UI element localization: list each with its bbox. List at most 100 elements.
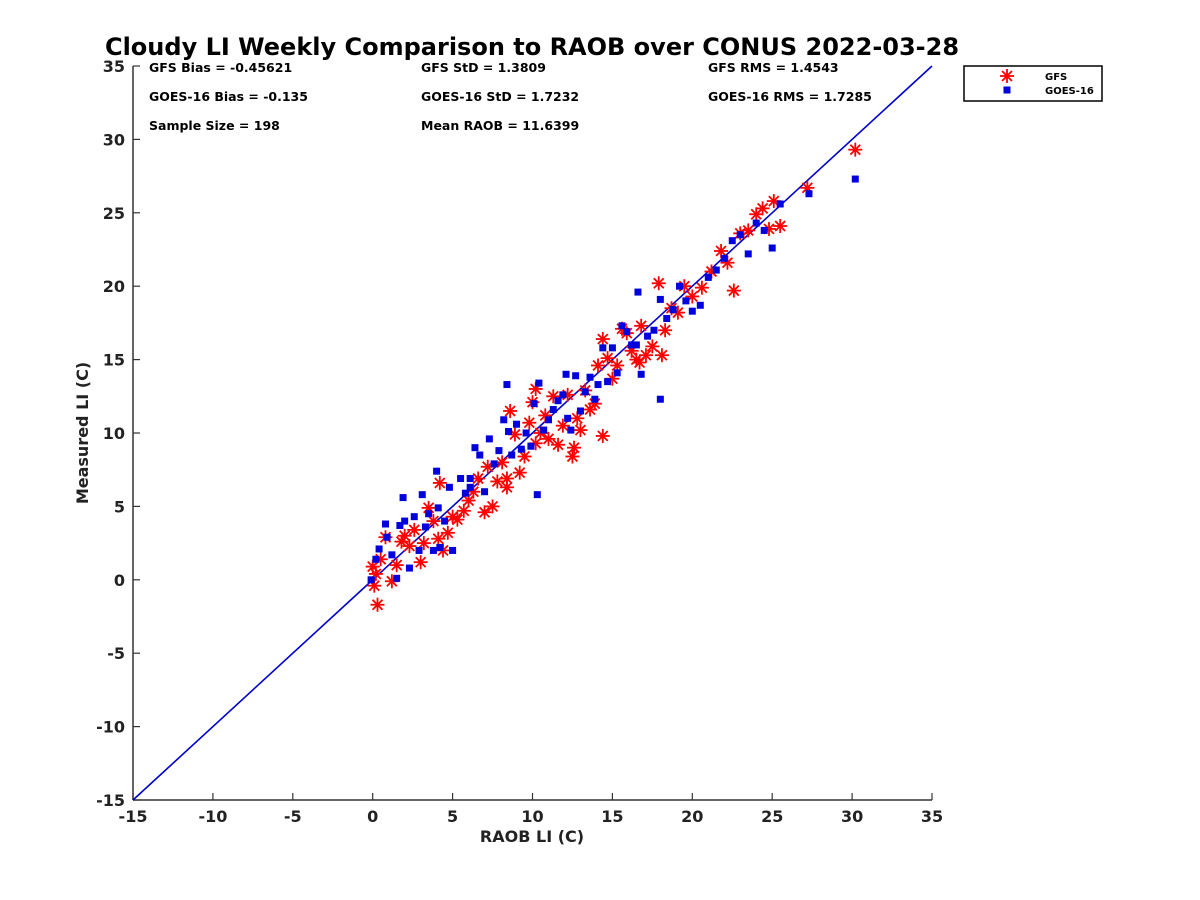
- stat-label: GOES-16 StD = 1.7232: [421, 89, 579, 104]
- x-tick-label: 0: [367, 807, 378, 826]
- goes16-point: [396, 521, 404, 529]
- y-tick-label: 20: [103, 277, 125, 296]
- gfs-point: [499, 471, 514, 486]
- goes16-point: [485, 435, 493, 443]
- y-tick-label: 5: [114, 497, 125, 516]
- gfs-point: [440, 525, 455, 540]
- gfs-point: [431, 531, 446, 546]
- gfs-point: [402, 539, 417, 554]
- gfs-point: [551, 437, 566, 452]
- goes16-point: [613, 369, 621, 377]
- goes16-point: [399, 494, 407, 502]
- gfs-point: [490, 474, 505, 489]
- goes16-point: [564, 414, 572, 422]
- stats-block: GFS Bias = -0.45621 GFS StD = 1.3809 GFS R…: [149, 60, 872, 133]
- gfs-point: [714, 243, 729, 258]
- goes16-point: [776, 200, 784, 208]
- gfs-point: [632, 355, 647, 370]
- goes16-point: [401, 517, 409, 525]
- goes16-point: [527, 442, 535, 450]
- stat-label: Sample Size = 198: [149, 118, 280, 133]
- gfs-point: [755, 201, 770, 216]
- gfs-point: [567, 440, 582, 455]
- y-tick-label: 15: [103, 351, 125, 370]
- gfs-point: [773, 219, 788, 234]
- goes16-point: [461, 489, 469, 497]
- gfs-point: [471, 471, 486, 486]
- goes16-point: [628, 341, 636, 349]
- goes16-point: [441, 517, 449, 525]
- goes16-point: [505, 428, 513, 436]
- goes16-point: [457, 475, 465, 483]
- x-tick-label: 30: [841, 807, 863, 826]
- goes16-point: [481, 488, 489, 496]
- goes16-point: [544, 416, 552, 424]
- chart-title: Cloudy LI Weekly Comparison to RAOB over…: [105, 33, 959, 61]
- gfs-point: [565, 449, 580, 464]
- gfs-point: [413, 555, 428, 570]
- x-tick-label: 10: [521, 807, 543, 826]
- legend: GFS GOES-16: [963, 65, 1103, 102]
- goes16-point: [517, 445, 525, 453]
- gfs-point: [654, 348, 669, 363]
- gfs-point: [591, 358, 606, 373]
- goes16-point: [581, 388, 589, 396]
- goes16-point: [586, 373, 594, 381]
- goes16-point: [599, 344, 607, 352]
- gfs-point: [595, 332, 610, 347]
- stat-label: Mean RAOB = 11.6399: [421, 118, 579, 133]
- y-tick-label: 10: [103, 424, 125, 443]
- goes16-point: [405, 564, 413, 572]
- plot-area: -15 -10 -5 0 5 10 15 20 25 30 35 -15 -10 -5 0 5 10 15 20 2…: [96, 57, 943, 826]
- goes16-point: [533, 491, 541, 499]
- gfs-point: [645, 339, 660, 354]
- x-tick-label: -15: [119, 807, 148, 826]
- goes16-point: [604, 378, 612, 386]
- legend-marker-gfs: [1000, 69, 1014, 83]
- goes16-point: [471, 444, 479, 452]
- y-ticks: -15 -10 -5 0 5 10 15 20 25 30 35: [96, 57, 140, 810]
- y-tick-label: -15: [96, 791, 125, 810]
- goes16-point: [663, 314, 671, 322]
- series-layer: [365, 142, 863, 612]
- gfs-point: [546, 389, 561, 404]
- gfs-point: [694, 280, 709, 295]
- goes16-point: [540, 426, 548, 434]
- goes16-point: [436, 544, 444, 552]
- gfs-point: [370, 597, 385, 612]
- gfs-point: [541, 431, 556, 446]
- legend-box: [963, 65, 1103, 102]
- gfs-point: [389, 558, 404, 573]
- goes16-point: [688, 307, 696, 315]
- goes16-point: [410, 513, 418, 521]
- gfs-point: [726, 283, 741, 298]
- goes16-point: [449, 546, 457, 554]
- goes16-point: [549, 406, 557, 414]
- gfs-point: [595, 428, 610, 443]
- goes16-point: [736, 231, 744, 239]
- y-tick-label: 25: [103, 204, 125, 223]
- x-tick-label: 35: [921, 807, 943, 826]
- goes16-point: [535, 379, 543, 387]
- x-tick-label: -5: [284, 807, 302, 826]
- goes16-point: [495, 447, 503, 455]
- x-axis-label: RAOB LI (C): [480, 827, 584, 846]
- gfs-point: [432, 475, 447, 490]
- goes16-point: [591, 395, 599, 403]
- gfs-point: [848, 142, 863, 157]
- goes16-point: [656, 395, 664, 403]
- gfs-point: [634, 318, 649, 333]
- goes16-point: [445, 483, 453, 491]
- stat-label: GFS RMS = 1.4543: [708, 60, 839, 75]
- goes16-point: [466, 483, 474, 491]
- gfs-point: [573, 423, 588, 438]
- goes16-point: [425, 510, 433, 518]
- gfs-point: [600, 351, 615, 366]
- one-to-one-line: [132, 65, 933, 801]
- goes16-point: [567, 426, 575, 434]
- series-gfs: [365, 142, 863, 612]
- x-tick-label: 5: [447, 807, 458, 826]
- x-tick-label: 15: [601, 807, 623, 826]
- goes16-point: [522, 429, 530, 437]
